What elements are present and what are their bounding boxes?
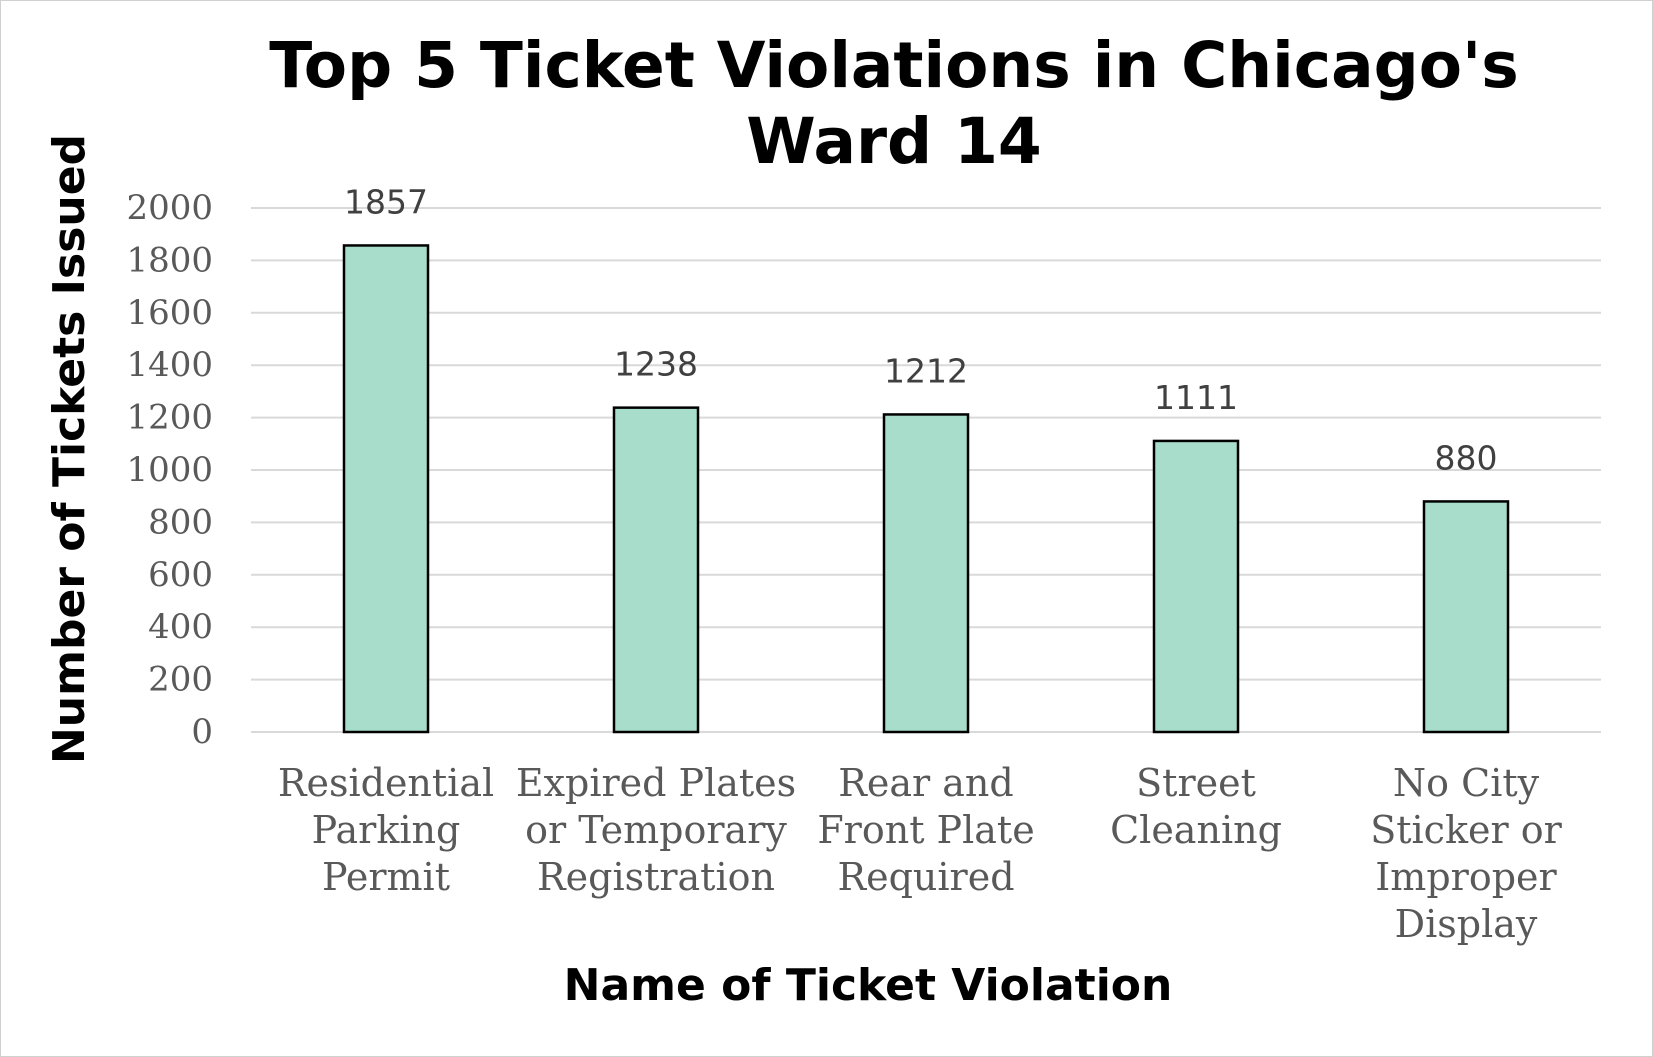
bar bbox=[882, 413, 970, 734]
y-tick-label: 1600 bbox=[126, 293, 213, 333]
y-tick-label: 2000 bbox=[126, 188, 213, 228]
x-category-label: Residential Parking Permit bbox=[278, 761, 494, 899]
y-tick-label: 800 bbox=[148, 502, 213, 542]
x-category-label: No City Sticker or Improper Display bbox=[1370, 761, 1562, 946]
data-label: 1238 bbox=[614, 345, 698, 384]
bar bbox=[1422, 500, 1510, 734]
y-axis-title: Number of Tickets Issued bbox=[44, 134, 95, 764]
y-tick-label: 1200 bbox=[126, 398, 213, 438]
chart-title-line: Top 5 Ticket Violations in Chicago's bbox=[269, 29, 1519, 102]
x-category-label: Rear and Front Plate Required bbox=[817, 761, 1034, 899]
y-tick-label: 1000 bbox=[126, 450, 213, 490]
data-label: 1857 bbox=[344, 182, 428, 221]
bar bbox=[1152, 439, 1240, 734]
bar bbox=[342, 244, 430, 734]
bar bbox=[612, 406, 700, 734]
y-tick-label: 400 bbox=[148, 607, 213, 647]
y-axis-ticks: 0 200 400 600 800 1000 1200 1400 1600 1800 2000 bbox=[126, 188, 213, 752]
data-label: 1111 bbox=[1154, 378, 1238, 417]
data-labels: 1857 1238 1212 1111 880 bbox=[344, 182, 1497, 477]
chart-title: Top 5 Ticket Violations in Chicago's Ward… bbox=[269, 29, 1519, 178]
y-tick-label: 1400 bbox=[126, 345, 213, 385]
x-category-label: Street Cleaning bbox=[1110, 761, 1282, 852]
data-label: 1212 bbox=[884, 351, 968, 390]
y-tick-label: 200 bbox=[148, 660, 213, 700]
y-tick-label: 600 bbox=[148, 555, 213, 595]
data-label: 880 bbox=[1435, 438, 1498, 477]
bars bbox=[342, 244, 1510, 734]
x-axis-title: Name of Ticket Violation bbox=[564, 960, 1173, 1011]
x-category-label: Expired Plates or Temporary Registration bbox=[516, 761, 796, 899]
chart-title-line: Ward 14 bbox=[746, 105, 1042, 178]
y-tick-label: 1800 bbox=[126, 240, 213, 280]
y-tick-label: 0 bbox=[191, 712, 213, 752]
